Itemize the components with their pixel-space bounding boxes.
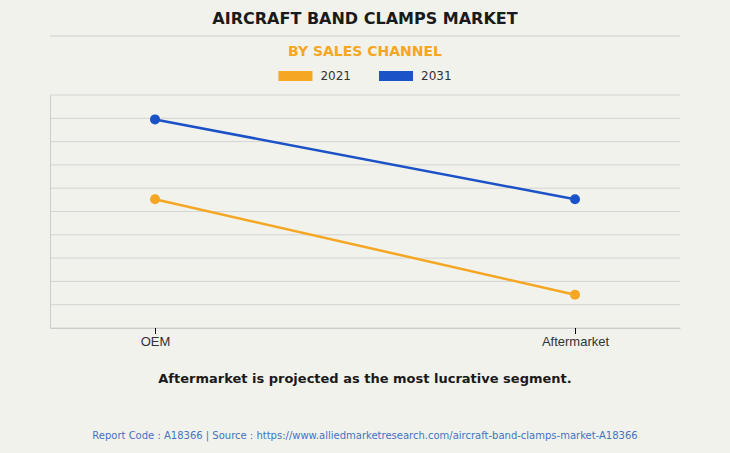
grid-line	[50, 95, 680, 96]
grid-line	[50, 234, 680, 235]
footer: Report Code : A18366 | Source : https://…	[92, 430, 637, 442]
title: AIRCRAFT BAND CLAMPS MARKET	[212, 9, 517, 28]
x-tick-mark	[575, 328, 576, 334]
legend-label: 2021	[320, 69, 351, 83]
grid-line	[50, 211, 680, 212]
series-line	[155, 119, 575, 199]
x-axis: OEM Aftermarket	[51, 328, 681, 349]
legend-item: 2021	[278, 69, 351, 83]
grid	[50, 95, 680, 328]
grid-line	[50, 258, 680, 259]
legend-swatch	[379, 71, 413, 81]
grid-line	[50, 304, 680, 305]
x-tick-mark	[155, 328, 156, 334]
grid-line	[50, 164, 680, 165]
point	[570, 194, 580, 204]
legend-label: 2031	[421, 69, 452, 83]
grid-line	[50, 328, 680, 329]
annotation: Aftermarket is projected as the most luc…	[158, 371, 571, 386]
background	[0, 0, 730, 453]
grid-line	[50, 188, 680, 189]
legend: 2021 2031	[278, 69, 451, 83]
series-line	[155, 199, 575, 294]
grid-line	[50, 141, 680, 142]
point	[150, 194, 160, 204]
point	[150, 114, 160, 124]
y-axis	[50, 96, 52, 329]
x-tick-label: OEM	[141, 334, 171, 349]
plot: OEM Aftermarket	[50, 95, 681, 349]
subtitle: BY SALES CHANNEL	[288, 43, 442, 59]
separator	[50, 36, 680, 37]
x-axis-line	[51, 328, 681, 329]
legend-item: 2031	[379, 69, 452, 83]
grid-line	[50, 281, 680, 282]
x-tick: Aftermarket	[542, 328, 610, 349]
y-axis-line	[50, 96, 51, 329]
legend-swatch	[278, 71, 312, 81]
x-tick-label: Aftermarket	[542, 334, 610, 349]
grid-line	[50, 118, 680, 119]
chart: AIRCRAFT BAND CLAMPS MARKET BY SALES CHAN…	[0, 0, 730, 453]
series-group	[150, 114, 580, 299]
x-tick: OEM	[141, 328, 171, 349]
point	[570, 290, 580, 300]
